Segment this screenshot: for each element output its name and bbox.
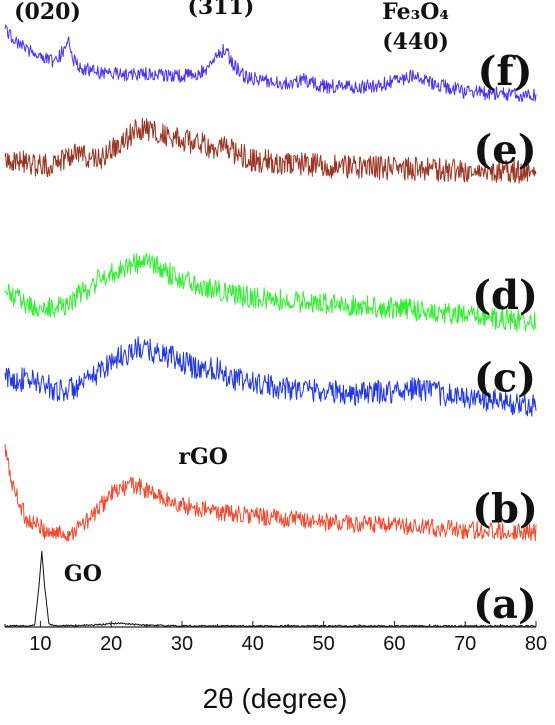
panel-label-f: (f) bbox=[477, 48, 532, 95]
panel-label-a: (a) bbox=[473, 581, 537, 628]
series-line-e bbox=[4, 117, 537, 184]
annotation-6: rGO bbox=[178, 444, 228, 470]
panel-label-c: (c) bbox=[474, 354, 536, 401]
annotation-3: (311) bbox=[188, 0, 255, 20]
x-tick-label-40: 40 bbox=[242, 633, 264, 655]
annotation-7: GO bbox=[64, 561, 102, 587]
x-tick-label-80: 80 bbox=[525, 633, 547, 655]
series-line-c bbox=[4, 336, 537, 417]
x-tick-label-60: 60 bbox=[383, 633, 405, 655]
panel-label-b: (b) bbox=[472, 485, 538, 532]
annotation-4: Fe₃O₄ bbox=[382, 0, 449, 25]
annotation-1: (020) bbox=[14, 0, 81, 25]
series-line-f bbox=[4, 24, 537, 102]
x-tick-label-20: 20 bbox=[100, 633, 122, 655]
x-axis: 10 20 30 40 50 60 70 80 bbox=[4, 621, 547, 655]
x-axis-title: 2θ (degree) bbox=[203, 683, 348, 714]
x-tick-label-70: 70 bbox=[454, 633, 476, 655]
panel-label-e: (e) bbox=[473, 126, 536, 173]
series-curves bbox=[4, 24, 537, 628]
series-line-a bbox=[4, 550, 537, 628]
x-tick-label-30: 30 bbox=[171, 633, 193, 655]
x-tick-label-10: 10 bbox=[29, 633, 51, 655]
annotation-5: (440) bbox=[382, 29, 449, 55]
series-line-b bbox=[4, 444, 537, 542]
panel-label-d: (d) bbox=[472, 272, 538, 319]
panel-labels: (a) (b) (c) (d) (e) (f) bbox=[472, 48, 538, 628]
series-line-d bbox=[4, 252, 537, 332]
x-tick-label-50: 50 bbox=[312, 633, 334, 655]
